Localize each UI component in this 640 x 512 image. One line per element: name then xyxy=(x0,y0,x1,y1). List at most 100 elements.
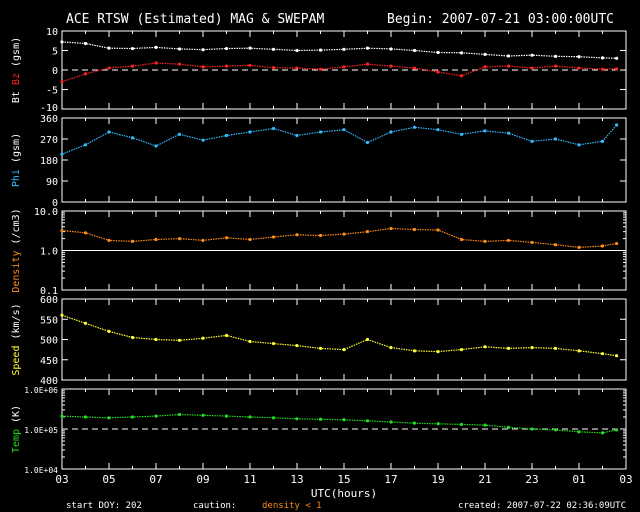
y-axis-label-part: Temp xyxy=(11,429,22,453)
data-point-bt xyxy=(506,54,511,58)
x-tick-label: 09 xyxy=(196,473,209,486)
y-axis-label-part: Phi xyxy=(11,169,22,187)
data-point-temp xyxy=(436,422,440,426)
x-tick-label: 07 xyxy=(149,473,162,486)
data-point-bt xyxy=(389,47,393,51)
data-point-speed xyxy=(615,354,619,358)
data-point-bz xyxy=(224,64,229,68)
x-tick-label: 21 xyxy=(478,473,491,486)
data-point-density xyxy=(318,233,323,238)
data-point-bt xyxy=(295,48,299,53)
data-point-phi xyxy=(600,139,605,143)
data-point-temp xyxy=(483,423,487,427)
y-axis-label-speed: Speed (km/s) xyxy=(11,303,22,375)
data-point-phi xyxy=(615,123,619,127)
data-point-bt xyxy=(224,46,229,51)
data-point-density xyxy=(83,231,88,235)
data-point-bt xyxy=(342,47,346,51)
data-point-speed xyxy=(130,335,135,340)
x-axis-label: UTC(hours) xyxy=(311,487,377,500)
data-point-speed xyxy=(248,339,252,344)
begin-time: Begin: 2007-07-21 03:00:00UTC xyxy=(387,12,614,27)
data-point-bt xyxy=(130,46,135,51)
data-point-temp xyxy=(60,414,64,418)
data-point-phi xyxy=(506,131,511,135)
data-point-bz xyxy=(506,64,511,68)
data-point-bt xyxy=(600,56,605,60)
data-point-bz xyxy=(483,65,487,69)
data-point-speed xyxy=(271,341,276,346)
data-point-density xyxy=(553,243,558,247)
y-axis-label-part: (/cm3) xyxy=(11,208,22,250)
data-point-bz xyxy=(60,80,64,84)
data-point-speed xyxy=(60,313,64,317)
x-tick-label: 13 xyxy=(290,473,303,486)
data-point-density xyxy=(107,238,111,243)
data-point-bt xyxy=(154,45,158,49)
data-point-density xyxy=(201,238,205,243)
data-point-speed xyxy=(295,343,299,348)
data-point-bt xyxy=(459,51,464,55)
y-tick-label-speed: 600 xyxy=(40,295,58,306)
data-point-bz xyxy=(83,72,88,76)
data-point-density xyxy=(342,232,346,236)
y-tick-label-speed: 500 xyxy=(40,336,58,347)
data-point-phi xyxy=(365,140,370,145)
x-tick-label: 11 xyxy=(243,473,256,486)
x-tick-label: 01 xyxy=(572,473,585,486)
data-point-bt xyxy=(436,50,440,55)
data-point-bz xyxy=(295,66,299,70)
data-point-bz xyxy=(553,64,558,68)
data-point-bt xyxy=(615,56,619,60)
data-point-density xyxy=(577,245,581,249)
data-point-phi xyxy=(248,130,252,134)
caution-label: caution: xyxy=(193,501,236,511)
data-point-temp xyxy=(389,420,393,424)
data-point-speed xyxy=(318,346,323,351)
data-point-temp xyxy=(248,415,252,419)
data-point-bz xyxy=(459,74,464,78)
data-point-phi xyxy=(577,143,581,147)
y-axis-label-part: (K) xyxy=(11,405,22,429)
data-point-density xyxy=(295,233,299,237)
data-point-bz xyxy=(177,62,182,66)
data-point-density xyxy=(177,237,182,241)
data-point-temp xyxy=(412,421,417,425)
y-axis-label-part: (gsm) xyxy=(11,133,22,169)
data-point-phi xyxy=(177,132,182,136)
series-line-phi xyxy=(61,124,618,155)
data-point-temp xyxy=(130,415,135,419)
data-point-bz xyxy=(248,63,252,67)
data-point-density xyxy=(506,238,511,243)
data-point-temp xyxy=(459,422,464,427)
data-point-density xyxy=(271,235,276,239)
data-point-density xyxy=(615,241,619,246)
data-point-bt xyxy=(60,40,64,44)
data-point-bz xyxy=(389,64,393,68)
data-point-temp xyxy=(107,416,111,420)
data-point-phi xyxy=(271,126,276,131)
data-point-bz xyxy=(201,65,205,69)
data-point-bt xyxy=(412,48,417,53)
data-point-temp xyxy=(615,428,619,432)
y-tick-label-mag: 0 xyxy=(52,66,58,77)
data-point-bz xyxy=(615,67,619,71)
data-point-bz xyxy=(577,66,581,70)
x-tick-label: 17 xyxy=(384,473,397,486)
x-tick-label: 03 xyxy=(619,473,632,486)
y-axis-label-mag: Bt Bz (gsm) xyxy=(11,37,22,103)
y-tick-label-temp: 1.0E+04 xyxy=(24,466,58,475)
y-axis-label-temp: Temp (K) xyxy=(11,405,22,453)
data-point-speed xyxy=(342,348,346,352)
y-tick-label-speed: 400 xyxy=(40,376,58,387)
data-point-temp xyxy=(342,418,346,422)
data-point-temp xyxy=(577,430,581,434)
series-line-bz xyxy=(61,62,617,83)
data-point-phi xyxy=(483,129,487,133)
data-point-temp xyxy=(295,417,299,421)
data-point-phi xyxy=(530,139,534,143)
data-point-bz xyxy=(530,66,534,70)
data-point-bz xyxy=(154,61,158,65)
data-point-speed xyxy=(483,345,487,349)
